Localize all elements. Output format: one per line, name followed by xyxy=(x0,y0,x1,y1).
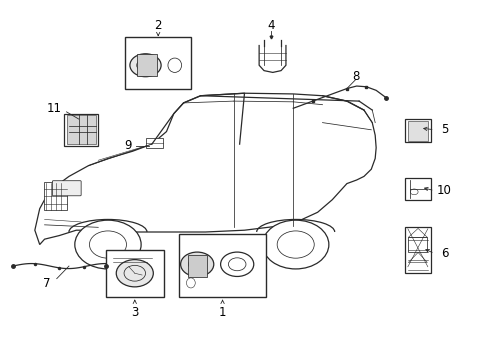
Bar xyxy=(125,37,190,89)
Text: 5: 5 xyxy=(440,123,447,136)
Text: 8: 8 xyxy=(351,69,359,82)
Text: 7: 7 xyxy=(43,278,51,291)
Bar xyxy=(407,237,427,252)
Text: 11: 11 xyxy=(47,102,61,115)
Bar xyxy=(66,116,96,144)
FancyBboxPatch shape xyxy=(52,181,81,196)
Circle shape xyxy=(262,220,328,269)
Text: 2: 2 xyxy=(154,19,162,32)
Circle shape xyxy=(130,54,161,77)
Text: 10: 10 xyxy=(436,184,451,197)
Text: 9: 9 xyxy=(124,139,132,152)
Bar xyxy=(188,255,206,277)
Bar xyxy=(146,138,163,148)
Circle shape xyxy=(116,260,153,287)
Bar xyxy=(178,234,266,297)
Circle shape xyxy=(75,220,141,269)
Text: 3: 3 xyxy=(131,306,138,319)
Polygon shape xyxy=(35,93,375,244)
Bar xyxy=(137,54,157,76)
Bar xyxy=(64,114,98,146)
Bar xyxy=(405,226,430,273)
Bar xyxy=(105,250,163,297)
Circle shape xyxy=(180,252,213,276)
Bar xyxy=(405,178,430,200)
Text: 4: 4 xyxy=(267,19,275,32)
Bar xyxy=(43,182,67,211)
Bar xyxy=(407,121,427,140)
Text: 1: 1 xyxy=(218,306,226,319)
Bar xyxy=(405,119,430,142)
Text: 6: 6 xyxy=(440,247,447,260)
